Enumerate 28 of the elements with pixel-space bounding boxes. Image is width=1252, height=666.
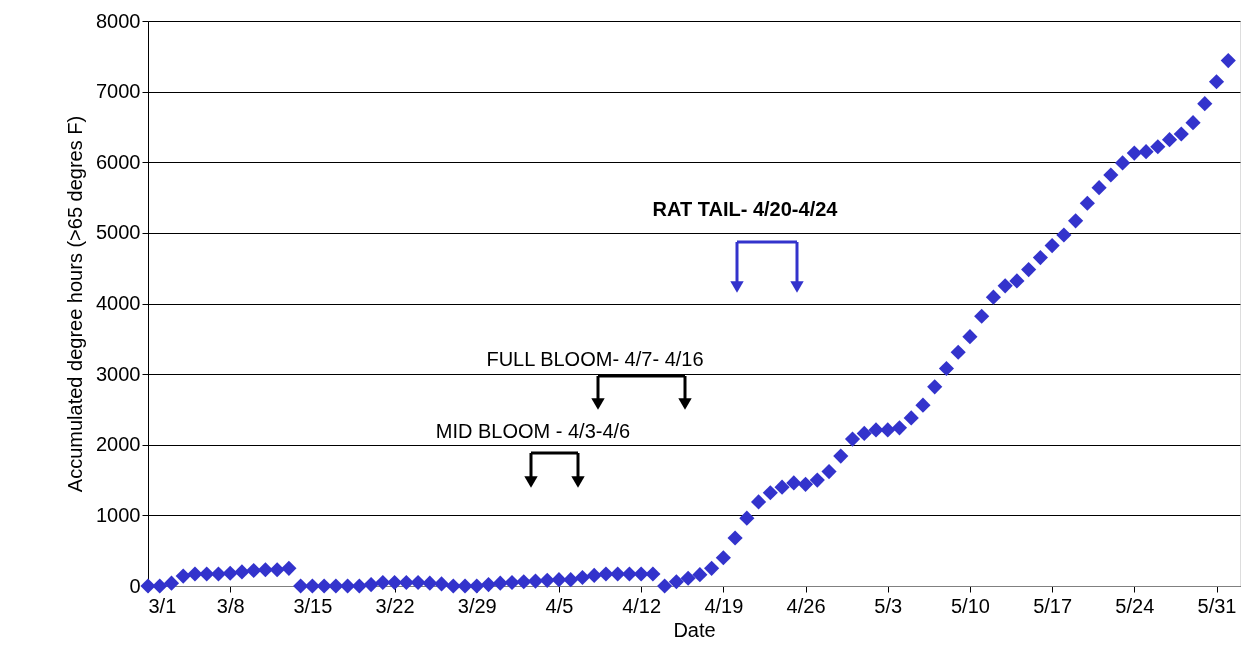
x-tick-label: 4/5	[545, 594, 574, 617]
x-tick-label: 5/31	[1197, 594, 1237, 617]
x-tick-label: 5/24	[1115, 594, 1155, 617]
y-tick-label: 8000	[96, 9, 141, 32]
y-tick-label: 4000	[96, 292, 141, 314]
y-tick-label: 0	[129, 574, 141, 597]
x-tick-label: 5/3	[874, 594, 903, 617]
x-tick-label: 3/8	[216, 594, 245, 617]
y-tick-label: 2000	[96, 433, 141, 456]
x-tick-label: 3/22	[375, 594, 415, 617]
y-axis-title: Accumulated degree hours (>65 degres F)	[64, 115, 87, 493]
annotation: MID BLOOM - 4/3-4/6	[435, 420, 631, 442]
x-tick-label: 3/1	[148, 594, 177, 617]
x-tick-label: 5/17	[1033, 594, 1073, 617]
annotation: FULL BLOOM- 4/7- 4/16	[486, 348, 704, 370]
x-tick-label: 4/19	[704, 594, 744, 617]
x-tick-label: 4/26	[786, 594, 826, 617]
y-tick-label: 6000	[96, 150, 141, 173]
y-tick-label: 5000	[96, 221, 141, 244]
annotation: RAT TAIL- 4/20-4/24	[652, 198, 839, 220]
x-tick-label: 3/15	[293, 594, 333, 617]
x-tick-label: 4/12	[622, 594, 662, 617]
x-tick-label: 5/10	[950, 594, 990, 617]
x-axis-title: Date	[673, 618, 716, 641]
y-tick-label: 1000	[96, 503, 141, 526]
x-tick-label: 3/29	[457, 594, 497, 617]
y-tick-label: 7000	[96, 80, 141, 103]
y-tick-label: 3000	[96, 362, 141, 385]
